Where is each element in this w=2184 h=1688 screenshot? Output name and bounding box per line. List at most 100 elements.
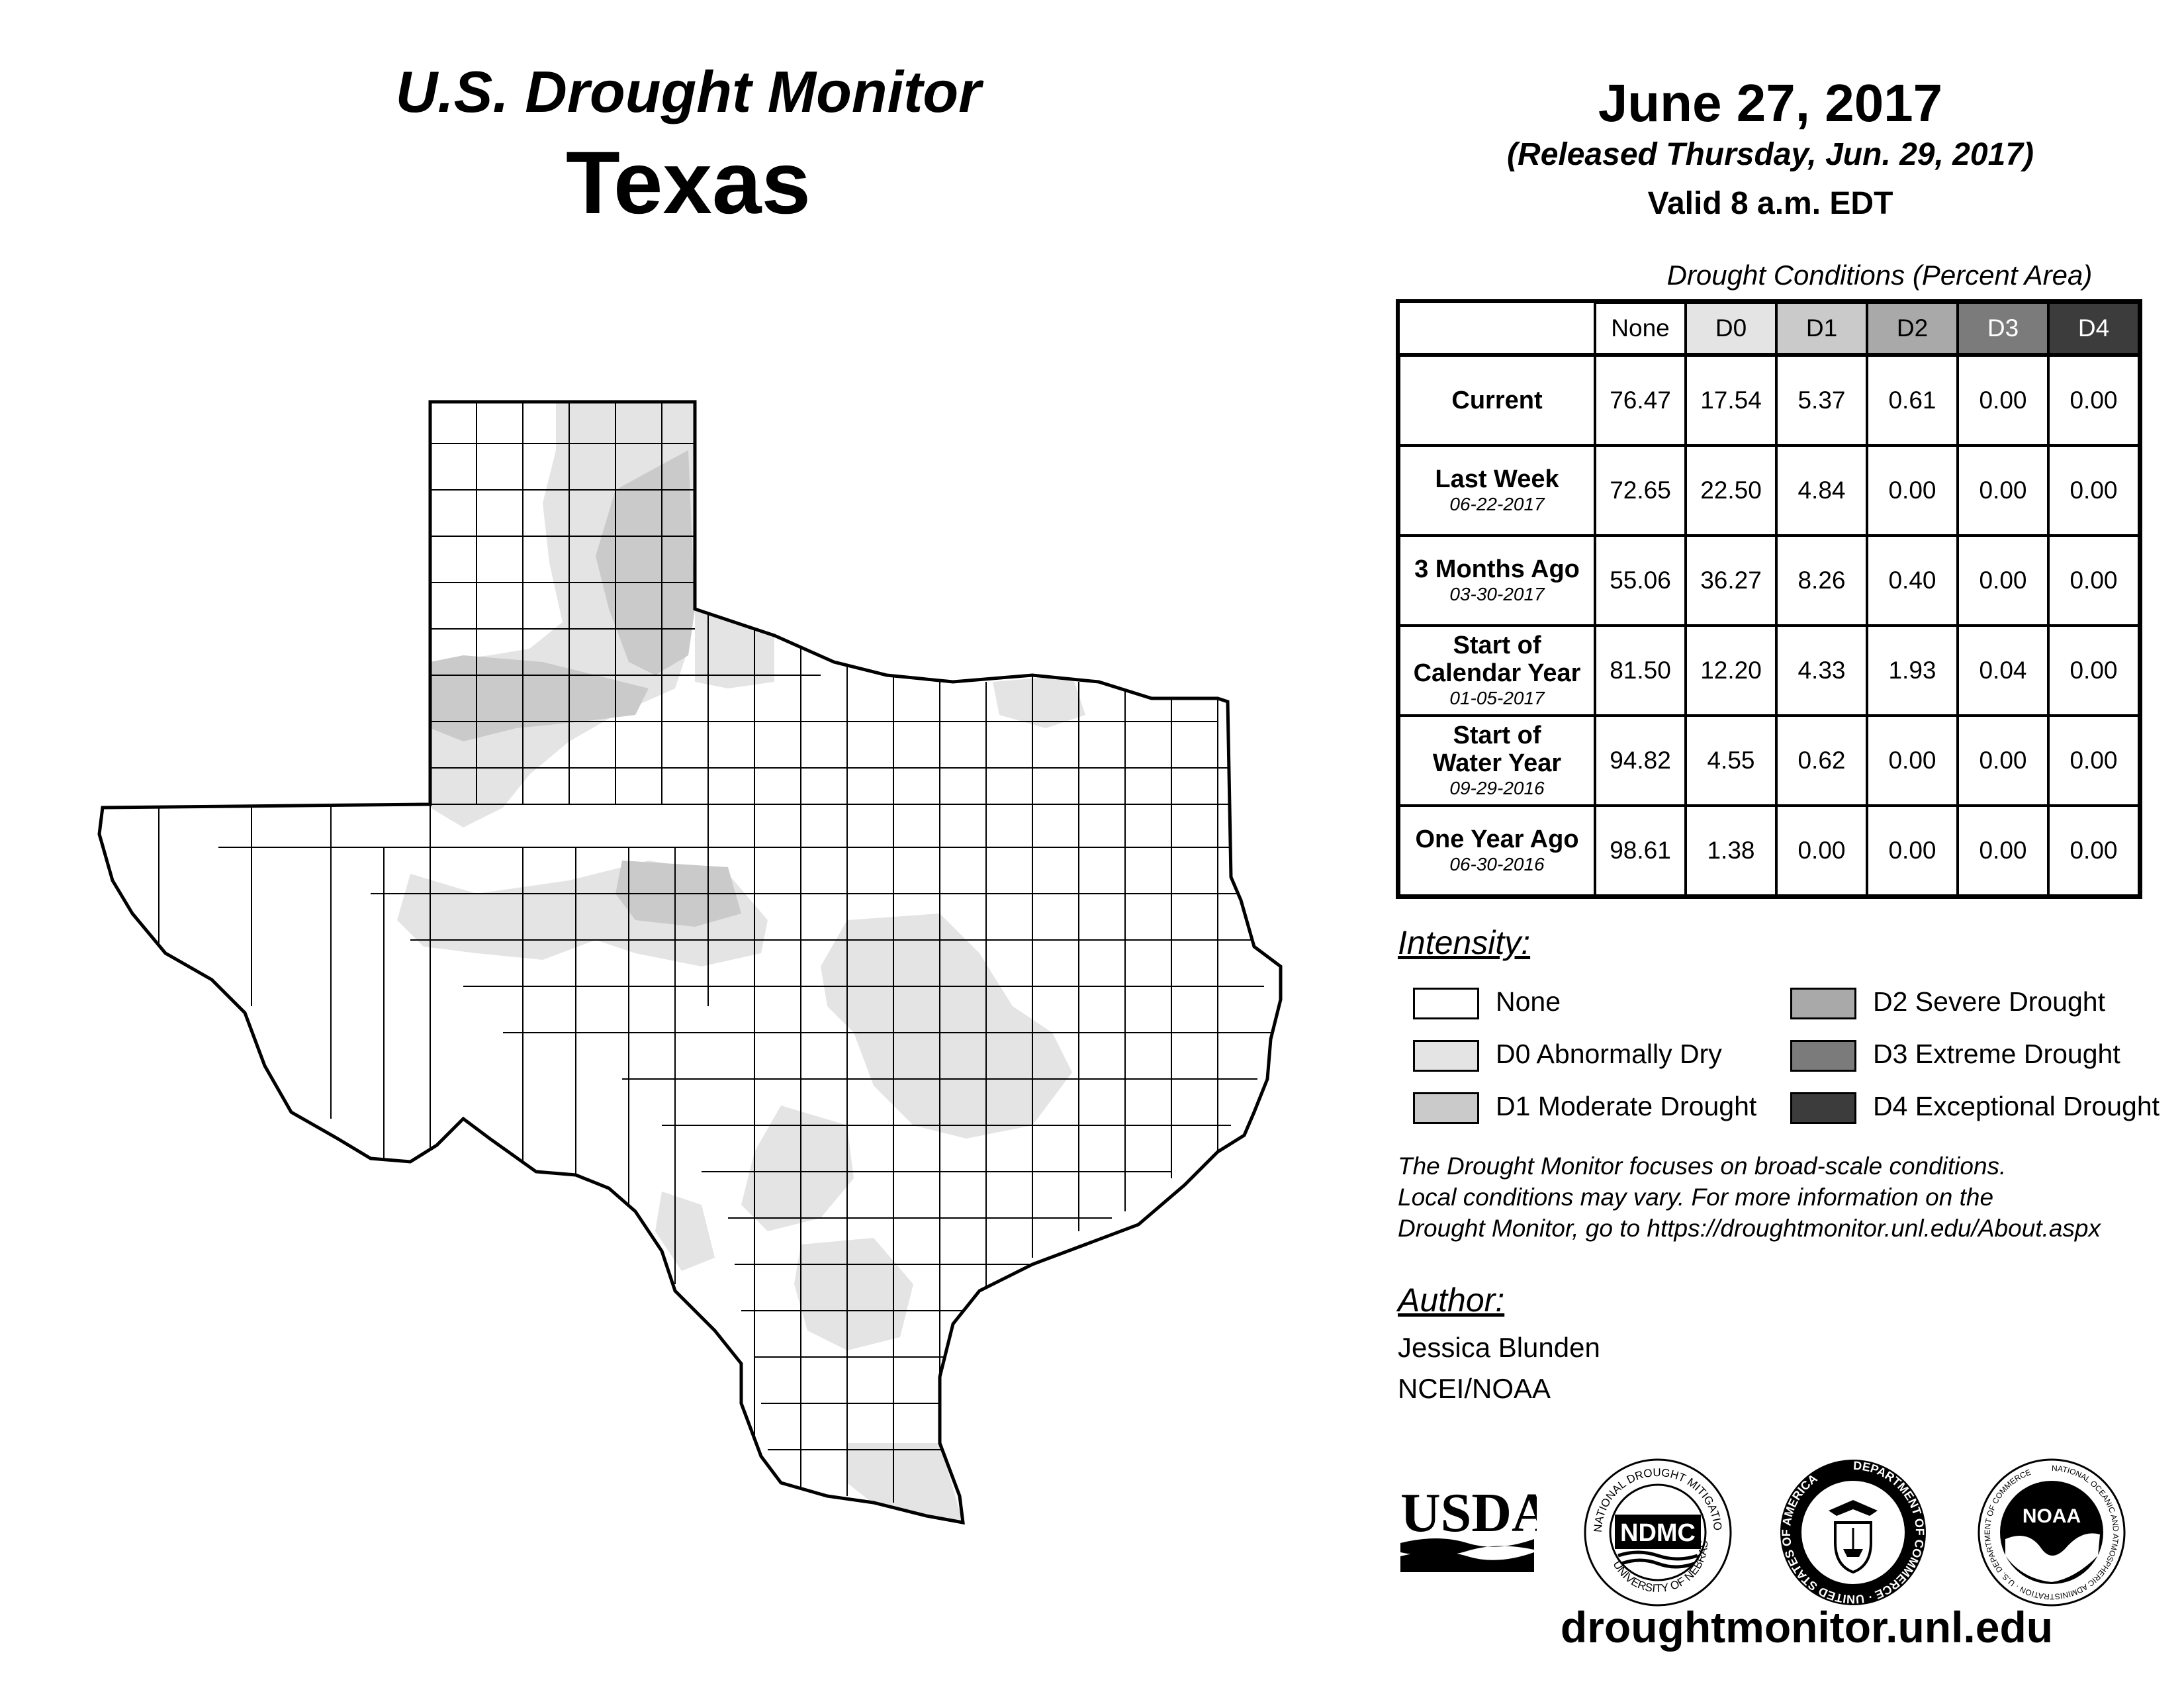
cell-d0: 4.55: [1684, 714, 1778, 807]
legend-label: D4 Exceptional Drought: [1873, 1091, 2160, 1121]
legend-swatch: [1790, 1040, 1856, 1072]
cell-d3: 0.00: [1956, 444, 2050, 537]
row-label-line: Start of: [1453, 722, 1541, 749]
cell-d0: 36.27: [1684, 534, 1778, 627]
region-title: Texas: [565, 134, 811, 232]
author-heading: Author:: [1398, 1282, 1505, 1319]
cell-d1: 0.62: [1775, 714, 1868, 807]
cell-d0: 22.50: [1684, 444, 1778, 537]
table-row: Current 76.47 17.54 5.37 0.61 0.00 0.00: [1398, 353, 2140, 447]
eagle-icon: [1829, 1500, 1878, 1516]
cell-d1: 5.37: [1775, 353, 1868, 447]
table-row: Start of Water Year 09-29-2016 94.82 4.55 0.6…: [1398, 714, 2140, 807]
cell-none: 98.61: [1594, 804, 1687, 897]
row-label: Start of Calendar Year 01-05-2017: [1398, 624, 1596, 717]
cell-d4: 0.00: [2047, 353, 2140, 447]
texas-state-outline: [97, 400, 1283, 1525]
row-label: Start of Water Year 09-29-2016: [1398, 714, 1596, 807]
cell-d1: 8.26: [1775, 534, 1868, 627]
row-label-line: Calendar Year: [1413, 659, 1581, 687]
cell-d2: 0.00: [1866, 714, 1959, 807]
row-label-line: 3 Months Ago: [1414, 555, 1580, 583]
ndmc-logo: NATIONAL DROUGHT MITIGATION CENTER UNIVE…: [1582, 1456, 1732, 1607]
column-header-none: None: [1594, 301, 1687, 357]
cell-none: 72.65: [1594, 444, 1687, 537]
cell-d2: 0.61: [1866, 353, 1959, 447]
release-date: (Released Thursday, Jun. 29, 2017): [1507, 137, 2034, 172]
legend-label: None: [1496, 986, 1561, 1017]
author-org: NCEI/NOAA: [1398, 1373, 1551, 1404]
usda-logo: USDA: [1400, 1482, 1537, 1572]
cell-d2: 0.00: [1866, 444, 1959, 537]
texas-drought-map: [97, 400, 1283, 1525]
row-date: 09-29-2016: [1449, 778, 1545, 798]
cell-none: 94.82: [1594, 714, 1687, 807]
row-date: 01-05-2017: [1449, 688, 1545, 708]
cell-d3: 0.00: [1956, 804, 2050, 897]
cell-d1: 4.33: [1775, 624, 1868, 717]
table-row: Start of Calendar Year 01-05-2017 81.50 12.2…: [1398, 624, 2140, 717]
d0-area-northeast: [993, 675, 1085, 728]
row-label: One Year Ago 06-30-2016: [1398, 804, 1596, 897]
d1-area-panhandle: [596, 450, 695, 675]
legend-swatch: [1790, 988, 1856, 1019]
table-row: 3 Months Ago 03-30-2017 55.06 36.27 8.26 0.40…: [1398, 534, 2140, 627]
row-label-line: Water Year: [1432, 749, 1562, 777]
row-label: Current: [1398, 353, 1596, 447]
gull-icon: [2005, 1533, 2100, 1582]
cell-d4: 0.00: [2047, 534, 2140, 627]
legend-label: D0 Abnormally Dry: [1496, 1039, 1722, 1069]
valid-time: Valid 8 a.m. EDT: [1647, 186, 1893, 221]
legend-swatch: [1413, 988, 1479, 1019]
usda-logo-text: USDA: [1400, 1482, 1537, 1544]
cell-d3: 0.00: [1956, 534, 2050, 627]
column-header-d0: D0: [1684, 301, 1778, 357]
note-line: Local conditions may vary. For more info…: [1398, 1184, 1994, 1211]
row-date: 06-30-2016: [1449, 854, 1545, 874]
monitor-title: U.S. Drought Monitor: [395, 59, 981, 124]
footer-url[interactable]: droughtmonitor.unl.edu: [1560, 1603, 2054, 1652]
d0-area-coastal-bend: [794, 1238, 913, 1350]
department-of-commerce-seal: DEPARTMENT OF COMMERCE · UNITED STATES O…: [1780, 1459, 1927, 1606]
ndmc-logo-text: NDMC: [1620, 1519, 1696, 1547]
cell-none: 81.50: [1594, 624, 1687, 717]
d0-area-hill-country: [821, 914, 1072, 1139]
table-header-row: None D0 D1 D2 D3 D4: [1399, 301, 2140, 357]
legend-label: D1 Moderate Drought: [1496, 1091, 1757, 1121]
row-label-line: Current: [1451, 387, 1543, 414]
d0-area-south-central: [741, 1105, 854, 1231]
disclaimer-note: The Drought Monitor focuses on broad-sca…: [1398, 1150, 2179, 1244]
legend-label: D3 Extreme Drought: [1873, 1039, 2120, 1069]
row-date: 03-30-2017: [1449, 584, 1545, 604]
cell-d1: 0.00: [1775, 804, 1868, 897]
d1-area-panhandle-south: [430, 655, 649, 741]
row-date: 06-22-2017: [1449, 494, 1545, 514]
legend-title: Intensity:: [1398, 924, 1531, 961]
cell-d4: 0.00: [2047, 624, 2140, 717]
cell-d2: 1.93: [1866, 624, 1959, 717]
row-label-line: Last Week: [1435, 465, 1559, 493]
map-date: June 27, 2017: [1598, 73, 1943, 132]
legend-label: D2 Severe Drought: [1873, 986, 2105, 1017]
cell-d2: 0.40: [1866, 534, 1959, 627]
row-label: 3 Months Ago 03-30-2017: [1398, 534, 1596, 627]
drought-conditions-table: None D0 D1 D2 D3 D4 Current 76.47 17.54 5.37 0.61…: [1396, 299, 2142, 899]
cell-d4: 0.00: [2047, 444, 2140, 537]
column-header-d4: D4: [2047, 301, 2140, 357]
cell-d2: 0.00: [1866, 804, 1959, 897]
noaa-logo: NATIONAL OCEANIC AND ATMOSPHERIC ADMINIS…: [1978, 1458, 2126, 1607]
row-label-line: One Year Ago: [1415, 825, 1579, 853]
legend-swatch: [1413, 1040, 1479, 1072]
cell-d4: 0.00: [2047, 714, 2140, 807]
author-name: Jessica Blunden: [1398, 1332, 1600, 1363]
table-corner: [1399, 303, 1596, 357]
county-boundaries: [158, 402, 1271, 1503]
table-title: Drought Conditions (Percent Area): [1666, 259, 2093, 291]
cell-d3: 0.00: [1956, 353, 2050, 447]
cell-none: 76.47: [1594, 353, 1687, 447]
cell-d0: 1.38: [1684, 804, 1778, 897]
note-line: The Drought Monitor focuses on broad-sca…: [1398, 1152, 2007, 1180]
cell-d0: 17.54: [1684, 353, 1778, 447]
cell-d3: 0.04: [1956, 624, 2050, 717]
table-row: Last Week 06-22-2017 72.65 22.50 4.84 0.00 0.0…: [1398, 444, 2140, 537]
